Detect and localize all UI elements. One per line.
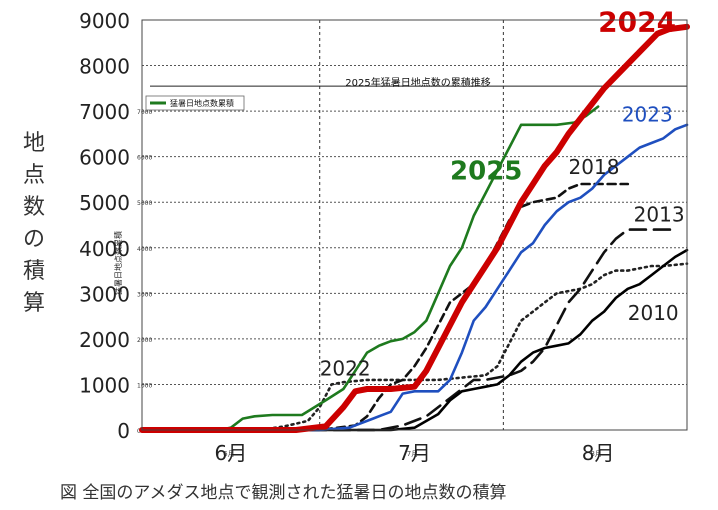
inner-month-tick-2: 8月 (590, 450, 601, 458)
y-axis-label-char-3: の (22, 227, 45, 252)
y-tick-5000: 5000 (79, 191, 130, 215)
series-label-2022: 2022 (320, 356, 371, 380)
y-axis-label-char-5: 算 (22, 291, 45, 316)
grid-lines (142, 65, 687, 385)
y-tick-labels: 0 1000 2000 3000 4000 5000 6000 7000 8000 9000 (79, 9, 130, 443)
month-boundaries (319, 20, 504, 430)
series-line-2013 (140, 228, 677, 432)
y-tick-8000: 8000 (79, 55, 130, 79)
y-axis-label-char-2: 数 (22, 195, 45, 220)
series-label-2024: 2024 (598, 5, 676, 38)
y-tick-1000: 1000 (79, 373, 130, 397)
series-label-2023: 2023 (622, 103, 673, 127)
series-line-2025 (140, 105, 600, 432)
y-axis-label-char-1: 点 (22, 163, 45, 188)
series-label-2018: 2018 (569, 155, 620, 179)
inner-chart-title: 2025年猛暑日地点数の累積推移 (345, 76, 490, 89)
figure-caption: 図 全国のアメダス地点で観測された猛暑日の地点数の積算 (60, 483, 507, 503)
series-line-2023 (140, 123, 689, 432)
y-axis-label-char-4: 積 (22, 259, 45, 284)
legend: 猛暑日地点数累積 (145, 95, 245, 111)
inner-month-tick-0: 6月 (223, 450, 234, 458)
month-tick-labels: 6月 7月 8月 (214, 441, 614, 465)
inner-y-tick-0: 0 (137, 428, 141, 435)
series-line-2022 (140, 262, 689, 432)
y-tick-0: 0 (117, 419, 130, 443)
legend-entry-0: 猛暑日地点数累積 (170, 98, 234, 108)
plot-frame (141, 19, 688, 431)
y-tick-9000: 9000 (79, 9, 130, 33)
y-tick-7000: 7000 (79, 100, 130, 124)
inner-y-tick-4000: 4000 (137, 246, 152, 253)
month-label-2: 8月 (582, 441, 615, 465)
series-label-2025: 2025 (450, 156, 522, 186)
series-line-2010 (140, 248, 689, 432)
y-tick-4000: 4000 (79, 237, 130, 261)
y-axis-label-char-0: 地 (22, 131, 45, 156)
inner-y-tick-2000: 2000 (137, 337, 152, 344)
month-label-1: 7月 (398, 441, 431, 465)
y-tick-2000: 2000 (79, 328, 130, 352)
inner-y-tick-7000: 7000 (137, 109, 152, 116)
inner-y-tick-5000: 5000 (137, 200, 152, 207)
series-labels: 2024 2023 2025 2018 2013 2010 2022 (320, 5, 685, 380)
inner-y-tick-1000: 1000 (137, 382, 152, 389)
y-tick-3000: 3000 (79, 282, 130, 306)
inner-y-tick-3000: 3000 (137, 291, 152, 298)
inner-month-tick-1: 7月 (407, 450, 418, 458)
inner-y-tick-6000: 6000 (137, 155, 152, 162)
series-line-2018 (140, 182, 630, 432)
legend-box (145, 95, 245, 111)
series-label-2010: 2010 (628, 301, 679, 325)
series-line-2024 (139, 23, 690, 433)
y-tick-6000: 6000 (79, 146, 130, 170)
month-label-0: 6月 (214, 441, 247, 465)
inner-chart-overlay: 2025年猛暑日地点数の累積推移 0 1000 2000 3000 4000 5000 600… (113, 76, 687, 458)
series-lines (139, 23, 690, 433)
inner-y-label: 猛暑日地点数累積 (113, 231, 123, 295)
series-label-2013: 2013 (634, 202, 685, 226)
y-axis-label: 地点数の積算 (20, 128, 48, 320)
